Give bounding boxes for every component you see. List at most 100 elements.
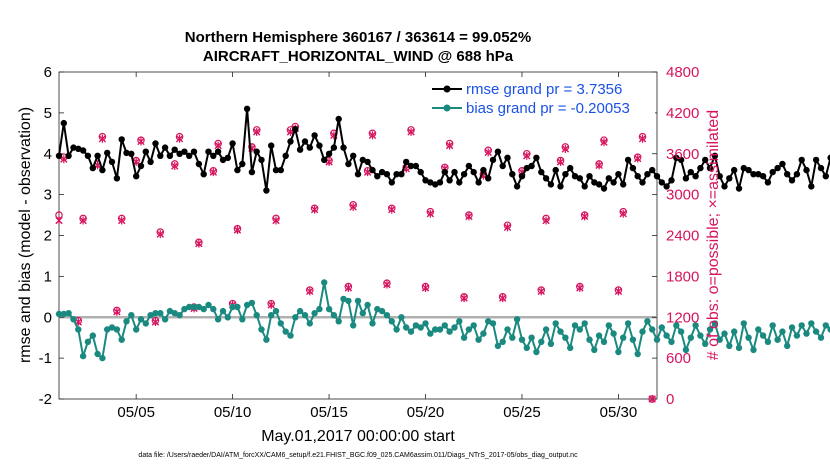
rmse-point (393, 171, 400, 178)
rmse-point (412, 162, 420, 170)
bias-point (509, 334, 516, 341)
rmse-point (451, 168, 458, 176)
bias-point (195, 303, 203, 311)
bias-point (113, 326, 121, 333)
bias-point (407, 328, 415, 335)
rmse-point (485, 175, 492, 182)
rmse-point (186, 152, 193, 159)
bias-point (427, 330, 434, 337)
obs-assimilated-marker (619, 209, 627, 218)
rmse-point (677, 156, 685, 164)
bias-point (340, 295, 347, 303)
bias-point (335, 318, 342, 325)
bias-point (745, 334, 752, 341)
rmse-point (133, 173, 140, 180)
bias-point (740, 320, 747, 327)
rmse-point (432, 181, 439, 188)
rmse-point (620, 181, 627, 188)
rmse-point (436, 179, 444, 186)
bias-point (610, 330, 617, 337)
bias-point (292, 314, 299, 321)
obs-assimilated-marker (426, 209, 435, 218)
obs-assimilated-marker (117, 216, 126, 225)
bias-point (359, 310, 366, 317)
bias-point (518, 336, 526, 343)
bias-point (325, 305, 333, 313)
rmse-point (538, 168, 545, 176)
bias-point (128, 312, 135, 319)
rmse-point (243, 105, 251, 113)
bias-point (759, 332, 767, 339)
bias-point (354, 297, 362, 305)
bias-point (393, 326, 400, 333)
rmse-point (311, 132, 318, 139)
rmse-point (494, 148, 502, 155)
rmse-point (79, 147, 87, 154)
y-right-tick-label: 4800 (666, 64, 699, 81)
bias-point (499, 338, 506, 345)
obs-assimilated-marker (576, 283, 584, 292)
rmse-point (644, 171, 651, 178)
rmse-point (673, 154, 680, 161)
bias-point (562, 334, 569, 341)
bias-point (803, 330, 810, 337)
bias-point (345, 297, 352, 305)
rmse-point (504, 154, 511, 161)
bias-point (65, 310, 72, 317)
rmse-point (253, 148, 260, 155)
rmse-point (441, 168, 448, 176)
rmse-point (422, 177, 429, 184)
chart-subtitle: AIRCRAFT_HORIZONTAL_WIND @ 688 hPa (203, 48, 514, 65)
bias-point (436, 326, 444, 333)
rmse-point (499, 162, 506, 170)
rmse-point (567, 164, 574, 172)
rmse-point (755, 171, 762, 178)
rmse-point (552, 166, 559, 174)
bias-point (432, 326, 439, 333)
bias-point (451, 324, 458, 331)
y-axis-label-left: rmse and bias (model - observation) (17, 107, 34, 363)
bias-point (186, 303, 193, 311)
bias-point (248, 299, 256, 307)
bias-point (243, 301, 251, 309)
bias-point (234, 303, 241, 311)
rmse-point (547, 181, 555, 188)
rmse-point (576, 175, 583, 182)
left-axis-tick-labels: -2 -1 0 1 2 3 4 5 6 (39, 64, 52, 408)
rmse-point (128, 150, 135, 157)
rmse-point (721, 183, 728, 190)
obs-assimilated-marker (55, 216, 63, 225)
rmse-point (817, 164, 825, 172)
rmse-point (489, 156, 497, 164)
bias-point (84, 338, 92, 345)
obs-assimilated-marker (214, 141, 222, 150)
obs-assimilated-marker (445, 141, 454, 150)
rmse-point (113, 175, 121, 182)
bias-point (523, 344, 530, 352)
plot-frame (58, 71, 658, 400)
bias-point (774, 336, 781, 343)
rmse-point (147, 158, 154, 166)
rmse-point (214, 148, 222, 155)
legend-rmse-marker (443, 85, 451, 93)
rmse-point (219, 156, 227, 164)
bias-point (388, 318, 395, 325)
bias-point (798, 322, 805, 329)
rmse-point (108, 158, 116, 166)
rmse-point (774, 164, 781, 172)
bias-point (687, 334, 694, 341)
bias-point (668, 338, 675, 345)
rmse-point (239, 160, 246, 168)
x-tick-label: 05/30 (600, 404, 638, 421)
obs-assimilated-marker (465, 212, 473, 221)
bias-point (600, 338, 608, 345)
x-tick-label: 05/10 (214, 404, 252, 421)
bias-point (542, 326, 550, 333)
bias-point (277, 320, 284, 327)
obs-assimilated-marker (595, 161, 603, 170)
bias-point (210, 305, 217, 313)
obs-assimilated-marker (151, 318, 160, 327)
bias-point (711, 320, 719, 327)
bias-point (538, 338, 545, 345)
bias-point (268, 312, 275, 319)
